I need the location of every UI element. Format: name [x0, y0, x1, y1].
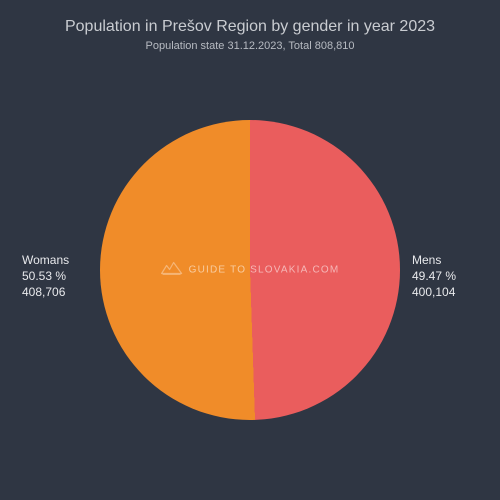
slice-name: Womans: [22, 252, 69, 268]
slice-label-mens: Mens 49.47 % 400,104: [412, 252, 456, 301]
pie-slices: [100, 120, 400, 420]
slice-value: 400,104: [412, 284, 456, 300]
chart-subtitle: Population state 31.12.2023, Total 808,8…: [0, 40, 500, 52]
slice-name: Mens: [412, 252, 456, 268]
pie-chart: [100, 120, 400, 420]
slice-percent: 49.47 %: [412, 268, 456, 284]
slice-value: 408,706: [22, 284, 69, 300]
chart-container: Population in Prešov Region by gender in…: [0, 0, 500, 500]
slice-label-womans: Womans 50.53 % 408,706: [22, 252, 69, 301]
chart-title: Population in Prešov Region by gender in…: [0, 18, 500, 36]
slice-percent: 50.53 %: [22, 268, 69, 284]
